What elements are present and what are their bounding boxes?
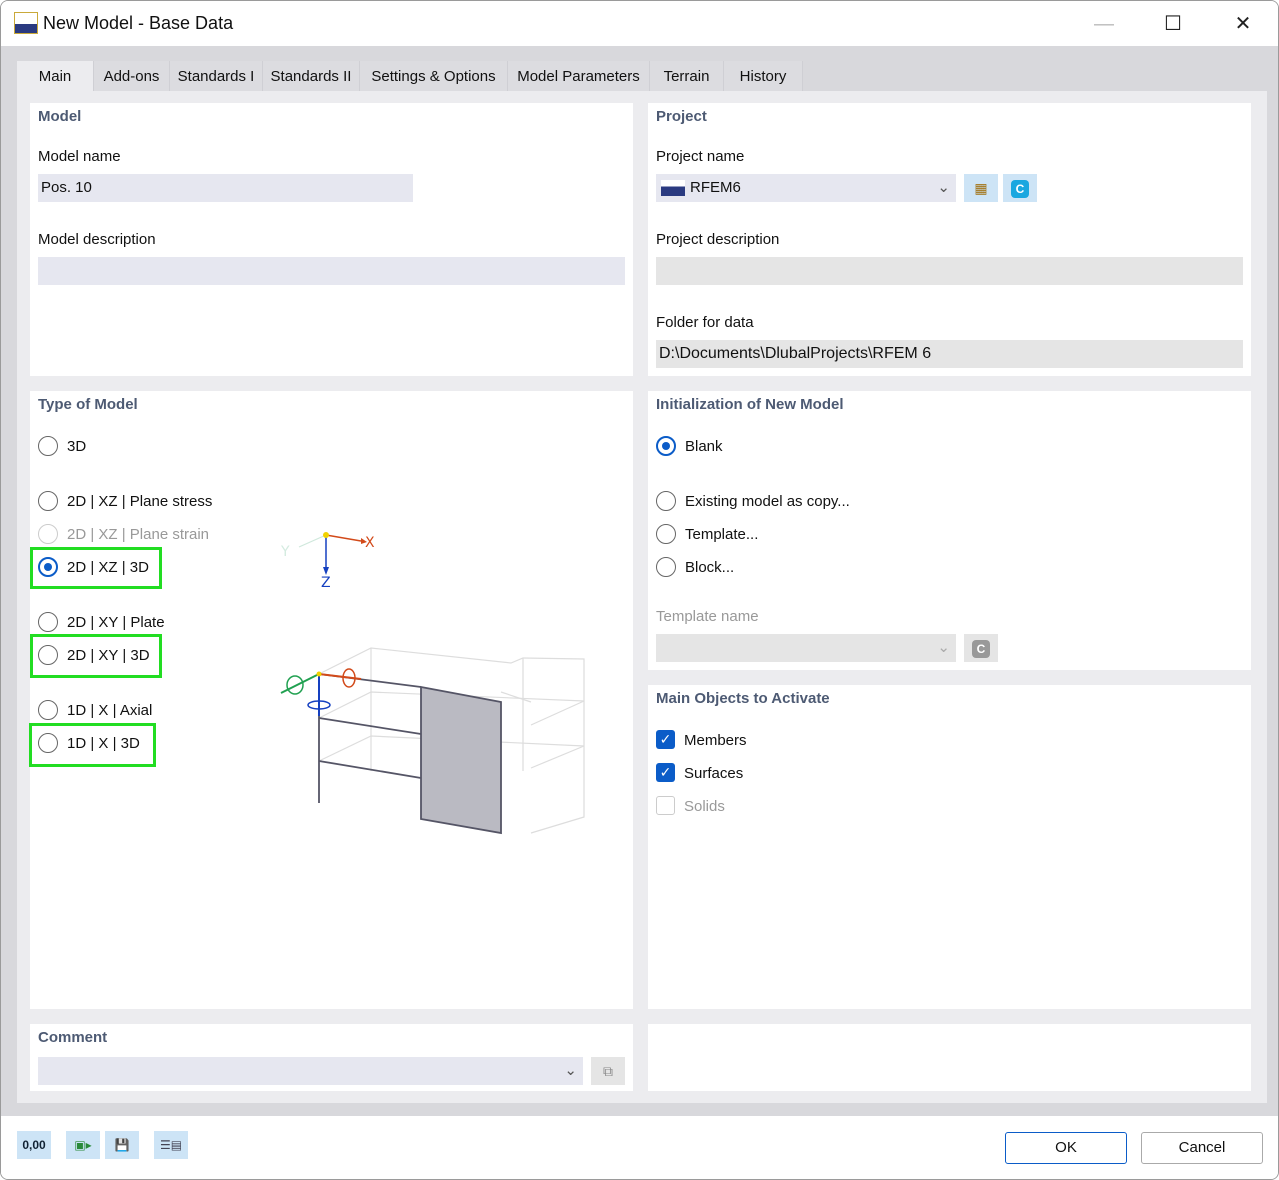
model-title: Model [38, 108, 82, 125]
initialization-title: Initialization of New Model [656, 396, 844, 413]
tab-history[interactable]: History [724, 61, 803, 91]
radio-2d-xy-plate[interactable] [38, 612, 58, 632]
svg-text:Y: Y [280, 544, 290, 560]
highlight-box [29, 723, 156, 767]
radio-2d-xz-plane-strain [38, 524, 58, 544]
units-decimals-button[interactable]: 0,00 [17, 1131, 51, 1159]
folder-label: Folder for data [656, 314, 754, 331]
radio-label: 2D | XY | 3D [67, 647, 150, 664]
project-description-input [656, 257, 1243, 285]
radio-label: 2D | XZ | Plane stress [67, 493, 213, 510]
chevron-down-icon: ⌄ [564, 1062, 577, 1079]
tab-standards-i[interactable]: Standards I [170, 61, 263, 91]
radio-label: Blank [685, 438, 723, 455]
comment-select[interactable]: ⌄ [38, 1057, 583, 1085]
radio-2d-xz-plane-stress[interactable] [38, 491, 58, 511]
radio-label: Block... [685, 559, 735, 576]
minimize-button[interactable]: — [1094, 13, 1114, 35]
initialization-panel: Initialization of New Model Blank Existi… [648, 391, 1251, 670]
ok-button[interactable]: OK [1005, 1132, 1127, 1164]
axis-gizmo-icon: X Z Y [280, 532, 375, 591]
model-name-input[interactable]: Pos. 10 [38, 174, 413, 202]
radio-label: Existing model as copy... [685, 493, 850, 510]
comment-title: Comment [38, 1029, 108, 1046]
solids-checkbox [656, 796, 675, 815]
highlight-box [30, 634, 162, 678]
database-export-button[interactable]: ☰▤ [154, 1131, 188, 1159]
radio-label: 2D | XZ | Plane strain [67, 526, 210, 543]
type-of-model-panel: Type of Model 3D 2D | XZ | Plane stress … [29, 391, 633, 1009]
chevron-down-icon: ⌄ [937, 179, 950, 196]
radio-3d[interactable] [38, 436, 58, 456]
surfaces-checkbox[interactable]: ✓ [656, 763, 675, 782]
cloud-button[interactable]: C [1003, 174, 1037, 202]
maximize-button[interactable]: ☐ [1164, 13, 1182, 35]
model-preview-illustration: X Z Y [280, 532, 585, 835]
checkbox-label: Solids [684, 798, 725, 815]
radio-2d-xz-3d[interactable] [38, 557, 58, 577]
comment-library-button[interactable]: ⧉ [591, 1057, 625, 1085]
empty-panel [648, 1024, 1251, 1091]
template-name-select: ⌄ [656, 634, 956, 662]
title-bar: New Model - Base Data — ☐ ✕ [1, 1, 1278, 46]
comment-panel: Comment ⌄ ⧉ [30, 1024, 633, 1091]
model-description-label: Model description [38, 231, 156, 248]
chevron-down-icon: ⌄ [937, 639, 950, 656]
members-checkbox[interactable]: ✓ [656, 730, 675, 749]
template-name-label: Template name [656, 608, 759, 625]
radio-label: Template... [685, 526, 759, 543]
radio-label: 1D | X | 3D [67, 735, 140, 752]
type-of-model-title: Type of Model [38, 396, 138, 413]
project-title: Project [656, 108, 707, 125]
model-panel: Model Model name Pos. 10 Model descripti… [30, 103, 633, 376]
save-settings-button[interactable]: 💾 [105, 1131, 139, 1159]
radio-label: 3D [67, 438, 87, 455]
highlight-box [30, 547, 162, 589]
project-name-label: Project name [656, 148, 745, 165]
tab-settings-options[interactable]: Settings & Options [360, 61, 508, 91]
project-name-value: RFEM6 [690, 179, 741, 196]
radio-1d-x-axial[interactable] [38, 700, 58, 720]
tab-terrain[interactable]: Terrain [650, 61, 724, 91]
radio-blank[interactable] [656, 436, 676, 456]
tab-main[interactable]: Main [17, 61, 94, 91]
template-cloud-button: C [964, 634, 998, 662]
radio-block[interactable] [656, 557, 676, 577]
checkbox-label: Members [684, 732, 747, 749]
app-icon [14, 12, 38, 34]
radio-1d-x-3d[interactable] [38, 733, 58, 753]
radio-2d-xy-3d[interactable] [38, 645, 58, 665]
radio-label: 1D | X | Axial [67, 702, 153, 719]
project-panel: Project Project name RFEM6 ⌄ ▦ C Project… [648, 103, 1251, 376]
svg-text:X: X [365, 535, 375, 551]
model-name-label: Model name [38, 148, 121, 165]
project-manager-button[interactable]: ▦ [964, 174, 998, 202]
radio-template[interactable] [656, 524, 676, 544]
main-objects-title: Main Objects to Activate [656, 690, 830, 707]
project-name-select[interactable]: RFEM6 ⌄ [656, 174, 956, 202]
radio-label: 2D | XZ | 3D [67, 559, 149, 576]
folder-input: D:\Documents\DlubalProjects\RFEM 6 [656, 340, 1243, 368]
tab-add-ons[interactable]: Add-ons [94, 61, 170, 91]
checkbox-label: Surfaces [684, 765, 744, 782]
model-description-input[interactable] [38, 257, 625, 285]
radio-existing-model-copy[interactable] [656, 491, 676, 511]
tab-model-parameters[interactable]: Model Parameters [508, 61, 650, 91]
main-objects-panel: Main Objects to Activate ✓ Members ✓ Sur… [648, 685, 1251, 1009]
cancel-button[interactable]: Cancel [1141, 1132, 1263, 1164]
tab-standards-ii[interactable]: Standards II [263, 61, 360, 91]
close-button[interactable]: ✕ [1234, 13, 1252, 35]
load-settings-button[interactable]: ▣▸ [66, 1131, 100, 1159]
svg-text:Z: Z [321, 575, 331, 591]
project-icon [661, 180, 685, 196]
project-description-label: Project description [656, 231, 780, 248]
window-title: New Model - Base Data [43, 13, 234, 33]
radio-label: 2D | XY | Plate [67, 614, 165, 631]
